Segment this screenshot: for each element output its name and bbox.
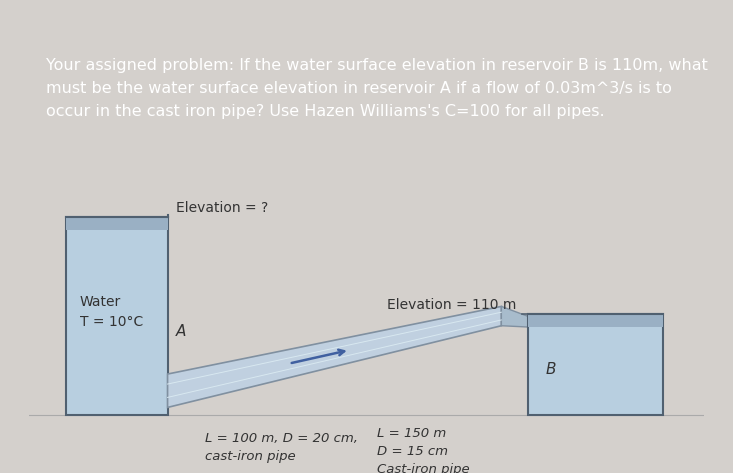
Text: B: B <box>545 362 556 377</box>
Bar <box>528 314 663 415</box>
Bar <box>67 217 168 415</box>
Polygon shape <box>501 307 528 327</box>
Text: L = 100 m, D = 20 cm,
cast-iron pipe: L = 100 m, D = 20 cm, cast-iron pipe <box>205 431 358 463</box>
Text: Elevation = ?: Elevation = ? <box>176 201 268 215</box>
Text: A: A <box>176 324 186 339</box>
Polygon shape <box>168 307 501 407</box>
Bar <box>528 314 663 327</box>
Text: Water
T = 10°C: Water T = 10°C <box>80 295 143 329</box>
Text: Elevation = 110 m: Elevation = 110 m <box>387 298 516 312</box>
Bar <box>67 217 168 230</box>
Text: L = 150 m
D = 15 cm
Cast-iron pipe: L = 150 m D = 15 cm Cast-iron pipe <box>377 427 469 473</box>
Text: Your assigned problem: If the water surface elevation in reservoir B is 110m, wh: Your assigned problem: If the water surf… <box>46 58 708 119</box>
